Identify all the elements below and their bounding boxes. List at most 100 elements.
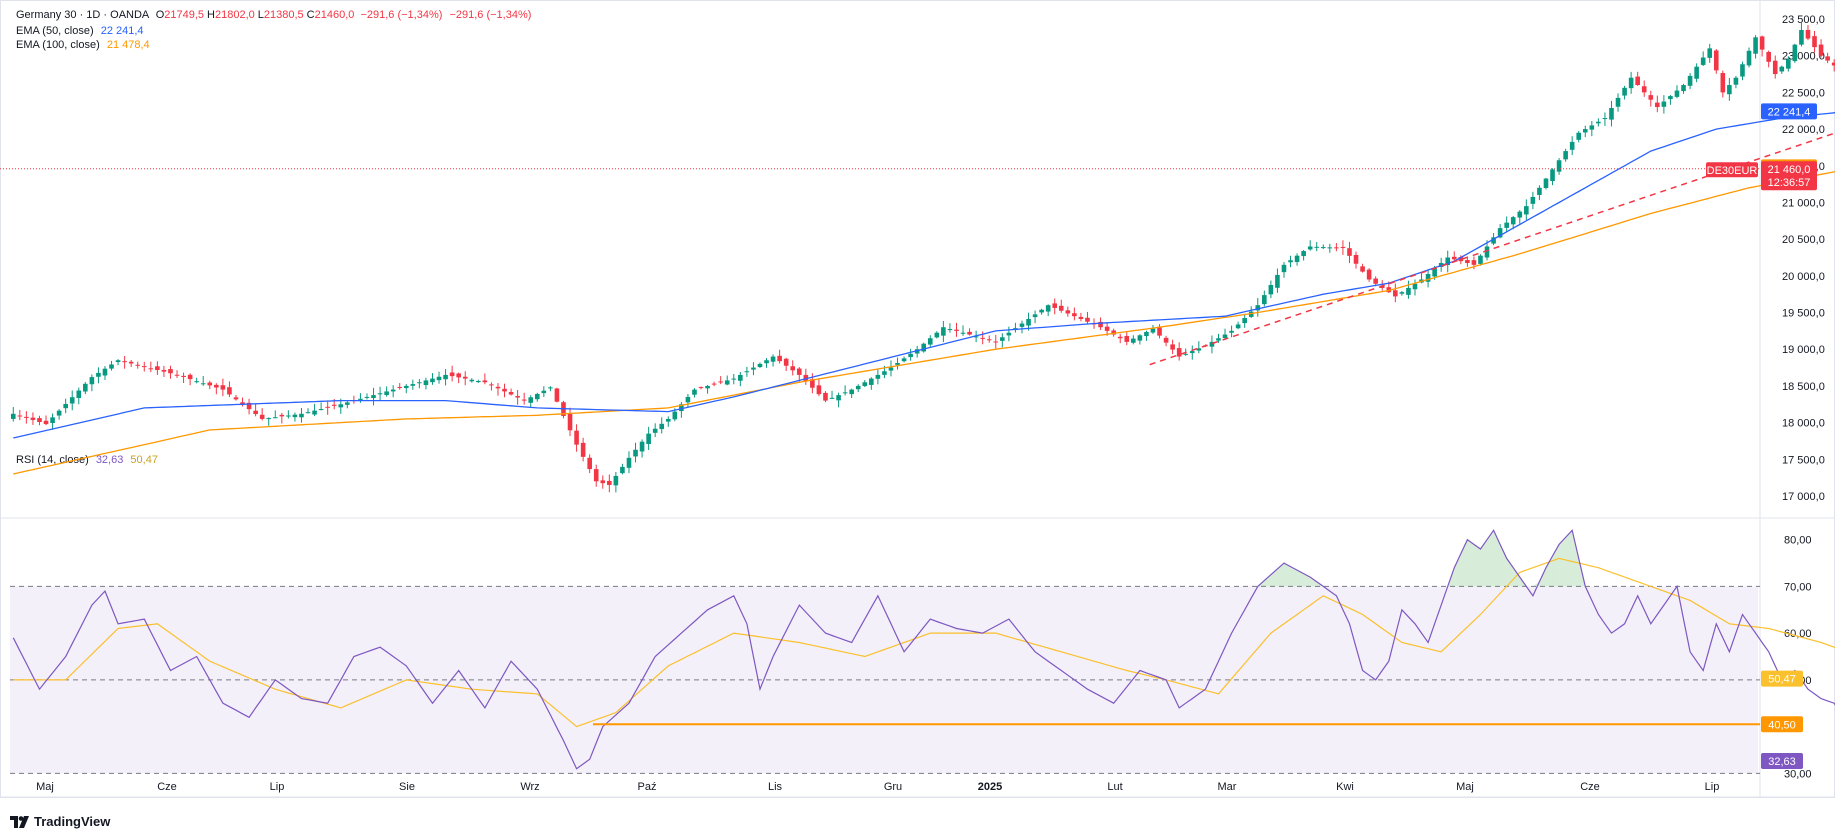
- candle: [764, 358, 769, 368]
- candle-body: [724, 380, 730, 385]
- ohlc-key: H: [207, 9, 215, 21]
- candle: [738, 371, 743, 387]
- time-tick-label: Wrz: [520, 781, 539, 793]
- candle-body: [613, 475, 619, 486]
- candle-body: [574, 430, 579, 445]
- candle: [1812, 30, 1817, 53]
- candle: [1170, 339, 1175, 355]
- candle-body: [1098, 321, 1103, 328]
- rsi-ma-value: 50,47: [130, 454, 158, 466]
- candle: [1196, 341, 1202, 354]
- candle-body: [1451, 256, 1457, 260]
- symbol-badge-bg: [1706, 162, 1758, 178]
- candle-body: [1661, 101, 1667, 107]
- candle-body: [744, 371, 750, 373]
- candle-body: [1006, 332, 1012, 336]
- candle-body: [927, 338, 933, 345]
- candle-body: [109, 364, 114, 369]
- candle: [548, 386, 553, 392]
- candle: [318, 402, 324, 411]
- candle: [187, 373, 193, 386]
- candle-body: [1294, 255, 1300, 263]
- candle-body: [1406, 287, 1411, 295]
- candle: [685, 393, 691, 408]
- candle-body: [718, 381, 723, 383]
- last-price-badge: 21 460,012:36:57: [1761, 161, 1817, 191]
- candle-body: [705, 385, 710, 389]
- candle: [122, 356, 127, 369]
- candle-body: [181, 375, 186, 378]
- candle: [1530, 191, 1536, 210]
- candle-body: [790, 366, 796, 371]
- candle: [823, 391, 828, 403]
- price-tick-label: 23 500,0: [1782, 14, 1825, 26]
- candle: [757, 362, 763, 369]
- candle-body: [417, 382, 422, 384]
- rsi-overbought-fill: [1513, 567, 1520, 587]
- ohlc-val: 21802,0: [215, 9, 255, 21]
- ema50-legend[interactable]: EMA (50, close) 22 241,4: [16, 23, 144, 39]
- candle: [986, 335, 992, 343]
- candle: [200, 375, 206, 386]
- candle: [1445, 250, 1451, 273]
- candle: [30, 412, 36, 425]
- candle-body: [1792, 44, 1798, 62]
- candle-body: [1668, 96, 1673, 100]
- time-tick-label: Lip: [270, 781, 285, 793]
- candle: [364, 393, 370, 400]
- candle: [1478, 254, 1483, 266]
- candle: [633, 442, 638, 463]
- candle: [1740, 61, 1745, 81]
- time-tick-label: 2025: [978, 781, 1002, 793]
- candle-body: [423, 380, 429, 386]
- symbol-badge: DE30EUR: [1706, 162, 1758, 178]
- candle-body: [665, 418, 671, 422]
- candle-body: [960, 332, 966, 334]
- rsi-legend[interactable]: RSI (14, close) 32,63 50,47: [16, 452, 158, 468]
- candle: [1707, 43, 1713, 63]
- candle-body: [240, 402, 245, 405]
- candle-body: [83, 383, 88, 392]
- candle-body: [652, 428, 658, 433]
- candle: [1602, 112, 1608, 126]
- candle: [1556, 158, 1562, 175]
- rsi-tick-label: 60,00: [1784, 628, 1812, 640]
- tradingview-logo[interactable]: TradingView: [10, 814, 110, 829]
- candle: [659, 417, 665, 434]
- candle: [240, 397, 245, 407]
- candle: [96, 367, 101, 384]
- candle-body: [1242, 318, 1247, 324]
- candle-body: [1772, 60, 1778, 75]
- candle-body: [796, 368, 802, 375]
- candle-body: [1471, 260, 1477, 265]
- rsi-tick-label: 80,00: [1784, 535, 1812, 547]
- candle-body: [1445, 257, 1451, 266]
- symbol-legend[interactable]: Germany 30 · 1D · OANDA O21749,5 H21802,0…: [16, 7, 531, 23]
- ohlc-o: O21749,5: [156, 9, 204, 21]
- ohlc-c: C21460,0: [307, 9, 355, 21]
- candle-body: [698, 387, 704, 389]
- time-tick-label: Gru: [884, 781, 902, 793]
- candle: [148, 361, 154, 373]
- candle-body: [148, 368, 154, 370]
- tradingview-label: TradingView: [34, 814, 111, 829]
- rsi-ma-badge: 50,47: [1761, 670, 1803, 687]
- rsi-level-badge-bg: [1761, 716, 1803, 733]
- candle: [1805, 25, 1811, 41]
- candle: [1648, 90, 1654, 107]
- candle-body: [515, 396, 520, 398]
- candle: [1229, 325, 1234, 338]
- candle: [1366, 268, 1372, 282]
- candle: [1700, 51, 1706, 67]
- candle: [69, 390, 75, 411]
- ema100-legend[interactable]: EMA (100, close) 21 478,4: [16, 37, 150, 53]
- candle-body: [1687, 75, 1693, 86]
- candle: [855, 384, 861, 393]
- ema50-price-badge-text: 22 241,4: [1768, 106, 1811, 118]
- candle-body: [738, 374, 743, 381]
- candle-body: [1543, 178, 1549, 188]
- candle: [135, 361, 141, 369]
- candle-body: [842, 392, 848, 394]
- candle-body: [1248, 311, 1254, 317]
